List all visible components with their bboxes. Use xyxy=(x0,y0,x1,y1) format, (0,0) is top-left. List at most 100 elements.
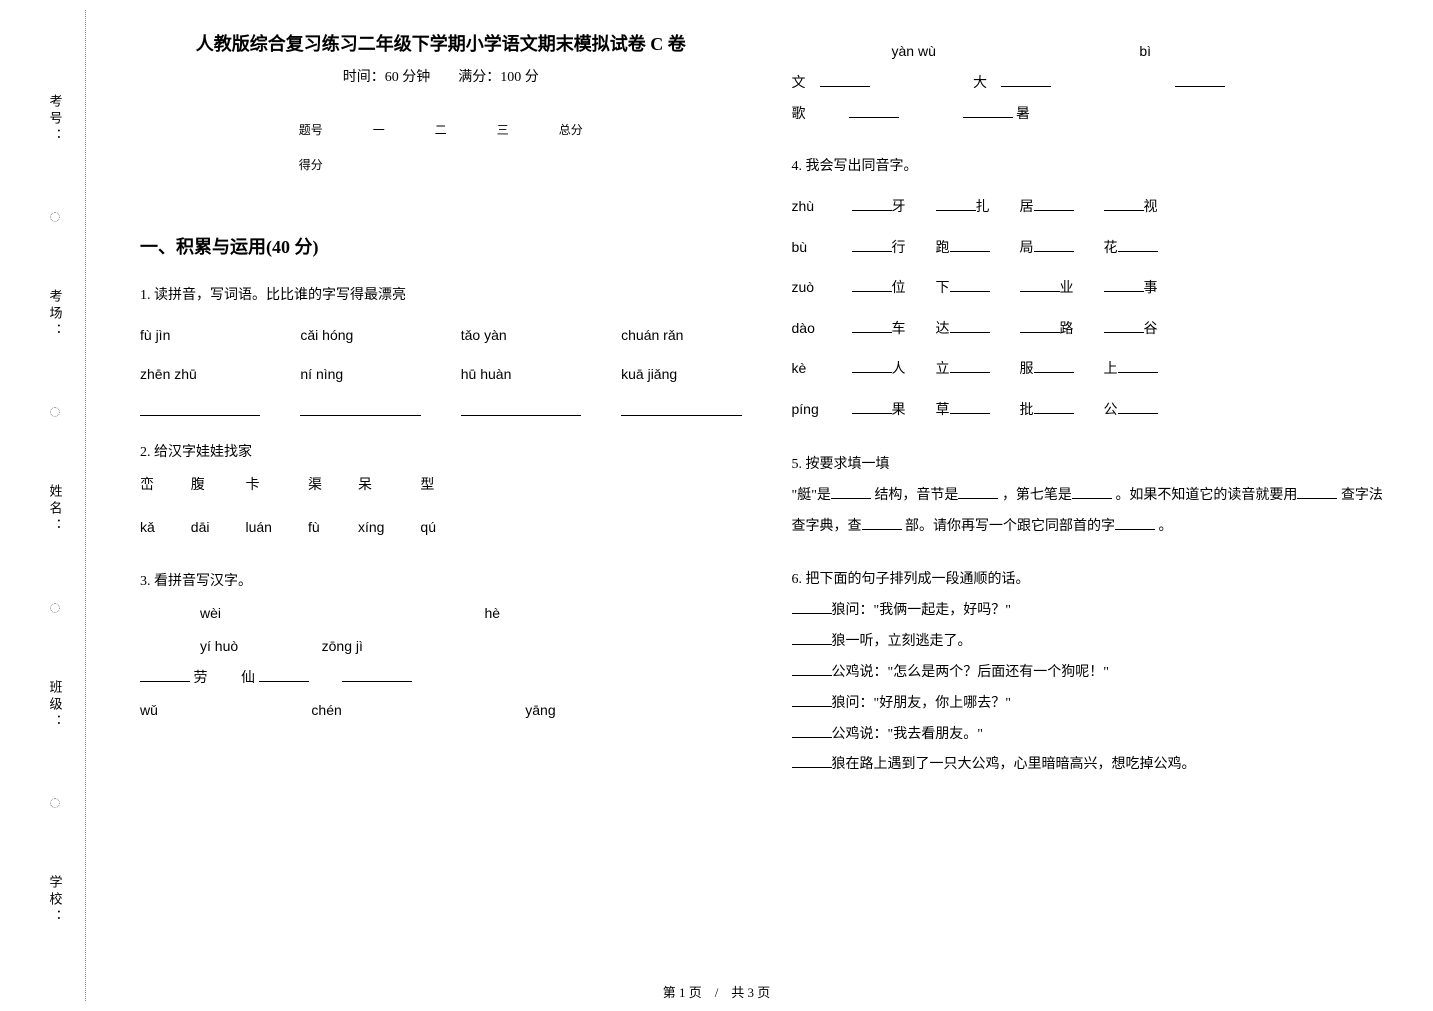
question-2: 2. 给汉字娃娃找家 峦 腹 卡 渠 呆 型 kǎ dāi luán fù xí… xyxy=(140,436,742,545)
blank xyxy=(820,71,870,87)
exam-subtitle: 时间：60 分钟 满分：100 分 xyxy=(140,66,742,86)
q5-text: 。 xyxy=(1159,519,1173,534)
q4-py: píng xyxy=(792,393,852,427)
q5-text: 。如果不知道它的读音就要用 xyxy=(1115,488,1297,503)
exam-title: 人教版综合复习练习二年级下学期小学语文期末模拟试卷 C 卷 xyxy=(140,30,742,56)
q2-py: dāi xyxy=(191,511,210,545)
blank xyxy=(849,102,899,118)
q2-char: 峦 xyxy=(140,469,155,503)
q4-char: 批 xyxy=(1020,403,1034,418)
q6-stem: 6. 把下面的句子排列成一段通顺的话。 xyxy=(792,563,1394,597)
th-1: 一 xyxy=(349,113,409,146)
q6-line: 公鸡说："怎么是两个？后面还有一个狗呢！" xyxy=(832,665,1109,680)
q4-char: 人 xyxy=(892,362,906,377)
q1-py: chuán rǎn xyxy=(621,319,741,353)
question-3: 3. 看拼音写汉字。 wèi hè yí huò zōng jì 劳 仙 wǔ … xyxy=(140,565,742,728)
q3-py: hè xyxy=(485,605,501,621)
q1-pinyin-row-1: fù jìn cǎi hóng tǎo yàn chuán rǎn xyxy=(140,319,742,353)
q4-char: 事 xyxy=(1144,281,1158,296)
q3-char: 文 xyxy=(792,76,806,91)
q4-char: 车 xyxy=(892,322,906,337)
section-1-heading: 一、积累与运用(40 分) xyxy=(140,233,742,259)
page-footer: 第 1 页 / 共 3 页 xyxy=(0,982,1433,1001)
page-content: 人教版综合复习练习二年级下学期小学语文期末模拟试卷 C 卷 时间：60 分钟 满… xyxy=(120,0,1433,960)
q3-py: yí huò xyxy=(200,638,238,654)
q6-line: 狼一听，立刻逃走了。 xyxy=(832,634,972,649)
q2-char: 呆 xyxy=(358,469,384,503)
score-table: 题号 一 二 三 总分 得分 xyxy=(273,111,609,183)
blank xyxy=(1175,71,1225,87)
q4-char: 立 xyxy=(936,362,950,377)
q1-py: hū huàn xyxy=(461,358,581,392)
blank xyxy=(259,666,309,682)
blank xyxy=(140,666,190,682)
q6-line: 狼问："我俩一起走，好吗？" xyxy=(832,603,1011,618)
q4-char: 草 xyxy=(936,403,950,418)
q2-py: luán xyxy=(245,511,271,545)
q3-py: yàn wù xyxy=(892,43,936,59)
q4-char: 居 xyxy=(1020,200,1034,215)
q2-grid: 峦 腹 卡 渠 呆 型 kǎ dāi luán fù xíng qú xyxy=(140,469,742,544)
q4-py: kè xyxy=(792,352,852,386)
q4-py: bù xyxy=(792,231,852,265)
q6-line: 狼在路上遇到了一只大公鸡，心里暗暗高兴，想吃掉公鸡。 xyxy=(832,757,1196,772)
label-xingming: 姓名： xyxy=(46,484,65,535)
dot-icon xyxy=(50,407,60,417)
q1-stem: 1. 读拼音，写词语。比比谁的字写得最漂亮 xyxy=(140,279,742,313)
right-column: yàn wù bì 文 大 歌 暑 4. 我会写出同音字。 zhù 牙 扎 居 … xyxy=(792,30,1394,950)
th-total: 总分 xyxy=(535,113,607,146)
q4-char: 服 xyxy=(1020,362,1034,377)
q1-blanks xyxy=(140,398,742,416)
q2-py: qú xyxy=(420,511,436,545)
q1-py: kuā jiǎng xyxy=(621,358,741,392)
q2-char: 卡 xyxy=(245,469,271,503)
label-banji: 班级： xyxy=(46,680,65,731)
q1-py: cǎi hóng xyxy=(300,319,420,353)
q4-char: 视 xyxy=(1144,200,1158,215)
binding-labels: 考号： 考场： 姓名： 班级： 学校： xyxy=(30,60,80,960)
blank xyxy=(1001,71,1051,87)
q2-char: 腹 xyxy=(191,469,210,503)
q4-char: 路 xyxy=(1060,322,1074,337)
q3-py: yāng xyxy=(525,702,555,718)
label-xuexiao: 学校： xyxy=(46,875,65,926)
q3-char: 劳 xyxy=(194,671,208,686)
q5-stem: 5. 按要求填一填 xyxy=(792,448,1394,482)
q3-py: chén xyxy=(311,702,341,718)
question-1: 1. 读拼音，写词语。比比谁的字写得最漂亮 fù jìn cǎi hóng tǎ… xyxy=(140,279,742,416)
q4-char: 上 xyxy=(1104,362,1118,377)
q1-py: ní nìng xyxy=(300,358,420,392)
q1-py: zhēn zhū xyxy=(140,358,260,392)
q4-char: 下 xyxy=(936,281,950,296)
q3-py: zōng jì xyxy=(322,638,363,654)
q4-py: zhù xyxy=(792,190,852,224)
question-4: 4. 我会写出同音字。 zhù 牙 扎 居 视 bù 行 跑 局 花 zuò 位 xyxy=(792,150,1394,427)
q4-char: 局 xyxy=(1020,241,1034,256)
q1-py: fù jìn xyxy=(140,319,260,353)
q2-py: fù xyxy=(308,511,322,545)
dotted-edge xyxy=(85,10,86,1001)
blank xyxy=(963,102,1013,118)
q5-text: "艇"是 xyxy=(792,488,831,503)
q5-text: ，第七笔是 xyxy=(1002,488,1072,503)
q4-char: 达 xyxy=(936,322,950,337)
q6-line: 狼问："好朋友，你上哪去？" xyxy=(832,696,1011,711)
q3-py: wèi xyxy=(200,605,221,621)
label-kaochang: 考场： xyxy=(46,289,65,340)
q1-py: tǎo yàn xyxy=(461,319,581,353)
dot-icon xyxy=(50,212,60,222)
q4-char: 果 xyxy=(892,403,906,418)
dot-icon xyxy=(50,798,60,808)
q4-char: 扎 xyxy=(976,200,990,215)
q4-py: dào xyxy=(792,312,852,346)
label-kaohao: 考号： xyxy=(46,94,65,145)
q4-char: 花 xyxy=(1104,241,1118,256)
q3-char: 仙 xyxy=(241,671,255,686)
blank xyxy=(342,666,412,682)
q4-char: 位 xyxy=(892,281,906,296)
q3-stem: 3. 看拼音写汉字。 xyxy=(140,565,742,599)
q4-char: 谷 xyxy=(1144,322,1158,337)
q4-py: zuò xyxy=(792,271,852,305)
q3-py: bì xyxy=(1139,43,1151,59)
q2-char: 型 xyxy=(420,469,436,503)
